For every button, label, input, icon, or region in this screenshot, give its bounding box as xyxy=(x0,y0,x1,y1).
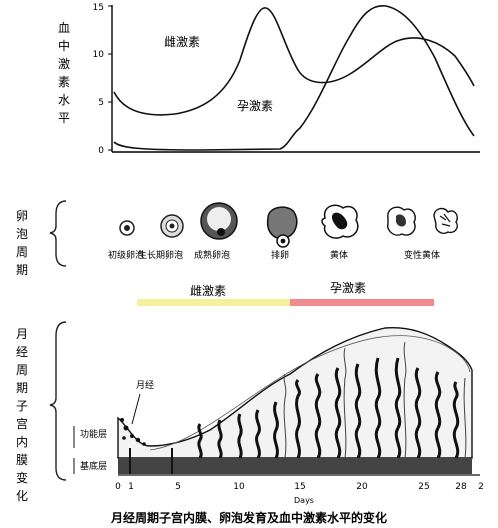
day-tick-2: 2 xyxy=(478,482,484,492)
estrogen-curve xyxy=(113,7,475,116)
day-tick-15: 15 xyxy=(294,482,305,492)
spiral-arteries xyxy=(283,341,467,459)
progesterone-phase-label: 孕激素 xyxy=(330,281,366,295)
svg-text:经: 经 xyxy=(16,345,28,359)
degenerating-corpus-luteum-icon-2 xyxy=(433,207,458,234)
svg-text:激: 激 xyxy=(58,57,70,71)
progesterone-label: 孕激素 xyxy=(237,99,273,113)
svg-text:素: 素 xyxy=(58,75,70,89)
day-tick-10: 10 xyxy=(233,482,245,492)
svg-text:周: 周 xyxy=(16,245,28,259)
functional-layer-label: 功能层 xyxy=(80,428,107,440)
stage-label-growing: 生长期卵泡 xyxy=(138,249,183,261)
stage-label-ovulation: 排卵 xyxy=(271,249,289,261)
svg-text:周: 周 xyxy=(16,363,28,377)
menstruation-pointer xyxy=(131,393,141,425)
endometrial-glands xyxy=(197,357,460,459)
hormone-y-tick-5: 5 xyxy=(98,98,104,108)
svg-text:化: 化 xyxy=(16,489,28,503)
svg-text:月: 月 xyxy=(16,327,28,341)
hormone-level-chart: 15 10 5 0 血 中 激 素 水 平 雌激素 孕激素 xyxy=(58,3,480,156)
menstrual-debris xyxy=(120,418,146,446)
stage-label-corpus-luteum: 黄体 xyxy=(330,249,348,261)
svg-text:卵: 卵 xyxy=(16,209,28,223)
ovarian-cycle-section: 卵 泡 周 期 xyxy=(16,200,458,277)
basal-layer-label: 基底层 xyxy=(80,460,107,472)
progesterone-phase-bar xyxy=(290,299,434,306)
svg-text:期: 期 xyxy=(16,381,28,395)
svg-text:平: 平 xyxy=(58,111,70,125)
phase-bars: 雌激素 孕激素 xyxy=(137,281,434,306)
day-tick-25: 25 xyxy=(418,482,429,492)
svg-text:内: 内 xyxy=(16,435,28,449)
basal-layer xyxy=(118,458,472,474)
degenerating-corpus-luteum-icon xyxy=(387,206,416,236)
svg-text:泡: 泡 xyxy=(16,227,28,241)
hormone-axis-label: 血 中 激 素 水 平 xyxy=(58,21,70,125)
estrogen-phase-label: 雌激素 xyxy=(190,283,226,298)
ovary-brace xyxy=(49,200,67,267)
stage-label-degenerating: 变性黄体 xyxy=(404,249,440,261)
stage-label-primary: 初级卵泡 xyxy=(108,249,144,261)
svg-text:期: 期 xyxy=(16,263,28,277)
svg-text:水: 水 xyxy=(58,93,70,107)
functional-layer xyxy=(117,326,473,459)
svg-text:子: 子 xyxy=(16,399,28,413)
ovary-axis-label: 卵 泡 周 期 xyxy=(16,209,28,277)
corpus-luteum-icon xyxy=(321,204,359,239)
endometrium-section: 月 经 周 期 子 宫 内 膜 变 化 xyxy=(16,321,484,505)
progesterone-curve xyxy=(113,5,475,151)
day-tick-28: 28 xyxy=(455,482,467,492)
svg-text:中: 中 xyxy=(58,38,70,53)
primary-follicle-icon xyxy=(119,220,135,236)
svg-text:血: 血 xyxy=(58,21,70,35)
hormone-y-tick-0: 0 xyxy=(98,146,104,156)
days-tick-labels: 0 1 5 10 15 20 25 28 2 xyxy=(115,482,484,492)
endometrium-axis-label: 月 经 周 期 子 宫 内 膜 变 化 xyxy=(16,327,28,503)
hormone-y-tick-15: 15 xyxy=(93,3,104,13)
day-tick-0: 0 xyxy=(115,482,121,492)
menstruation-label: 月经 xyxy=(136,379,154,391)
estrogen-phase-bar xyxy=(137,299,290,306)
days-axis-label: Days xyxy=(294,496,314,505)
growing-follicle-icon xyxy=(160,214,184,238)
figure-caption: 月经周期子宫内膜、卵泡发育及血中激素水平的变化 xyxy=(110,510,387,525)
day-tick-5: 5 xyxy=(175,482,181,492)
svg-text:膜: 膜 xyxy=(16,453,28,467)
svg-text:宫: 宫 xyxy=(16,416,28,431)
ovulation-icon xyxy=(266,206,298,248)
day-tick-20: 20 xyxy=(356,482,368,492)
stage-label-mature: 成熟卵泡 xyxy=(194,249,230,261)
hormone-y-tick-10: 10 xyxy=(93,50,105,60)
mature-follicle-icon xyxy=(200,202,238,240)
estrogen-label: 雌激素 xyxy=(164,34,200,49)
endometrium-brace xyxy=(49,321,67,481)
day-tick-1: 1 xyxy=(128,482,134,492)
svg-text:变: 变 xyxy=(16,470,28,485)
